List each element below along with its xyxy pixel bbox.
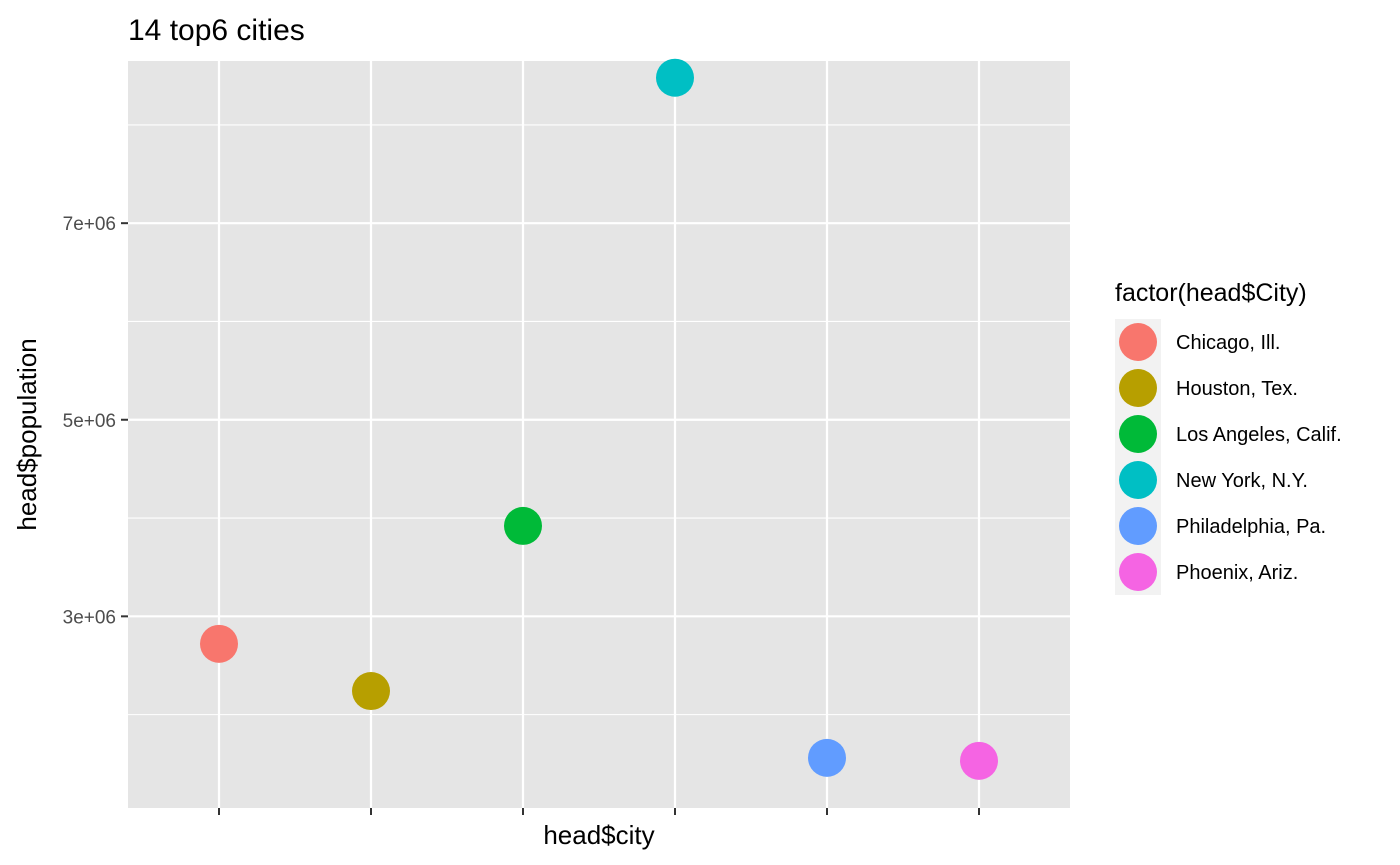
legend-label: Houston, Tex. xyxy=(1176,378,1298,400)
legend-item: Houston, Tex. xyxy=(1115,365,1298,411)
legend-item: Philadelphia, Pa. xyxy=(1115,503,1326,549)
y-axis: 3e+06 5e+06 7e+06 xyxy=(63,214,128,628)
legend-label: Philadelphia, Pa. xyxy=(1176,516,1326,538)
legend-label: New York, N.Y. xyxy=(1176,470,1308,492)
legend-key xyxy=(1119,553,1157,591)
legend-label: Chicago, Ill. xyxy=(1176,332,1281,354)
y-tick-label: 7e+06 xyxy=(63,214,116,235)
chart-title: 14 top6 cities xyxy=(128,14,305,47)
y-tick-label: 5e+06 xyxy=(63,411,116,432)
y-tick-label: 3e+06 xyxy=(63,607,116,628)
legend-item: Phoenix, Ariz. xyxy=(1115,549,1298,595)
legend-label: Los Angeles, Calif. xyxy=(1176,424,1342,446)
minor-gridlines xyxy=(128,124,1070,716)
data-point xyxy=(200,624,238,663)
y-axis-title: head$population xyxy=(12,338,42,530)
legend: Chicago, Ill. Houston, Tex. Los Angeles, C… xyxy=(1115,319,1342,595)
legend-key xyxy=(1119,369,1157,407)
data-point xyxy=(504,506,542,545)
legend-item: Los Angeles, Calif. xyxy=(1115,411,1342,457)
x-axis-title: head$city xyxy=(543,820,654,850)
legend-key xyxy=(1119,507,1157,545)
data-point xyxy=(656,58,694,97)
plot-panel xyxy=(128,61,1070,808)
legend-key xyxy=(1119,461,1157,499)
legend-title: factor(head$City) xyxy=(1115,279,1307,307)
legend-key xyxy=(1119,415,1157,453)
major-gridlines xyxy=(128,61,1070,808)
legend-label: Phoenix, Ariz. xyxy=(1176,562,1298,584)
data-point xyxy=(960,741,998,780)
data-points xyxy=(200,58,998,780)
data-point xyxy=(352,672,390,711)
legend-item: Chicago, Ill. xyxy=(1115,319,1281,365)
data-point xyxy=(808,738,846,777)
legend-item: New York, N.Y. xyxy=(1115,457,1308,503)
x-axis-ticks xyxy=(218,808,980,815)
legend-key xyxy=(1119,323,1157,361)
